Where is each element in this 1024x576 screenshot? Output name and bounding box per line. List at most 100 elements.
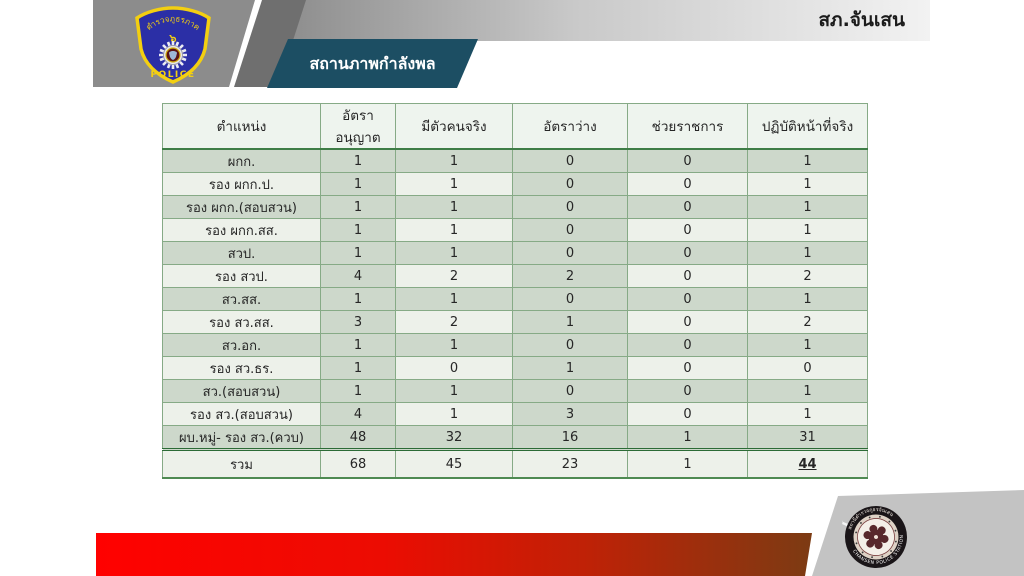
table-row: สว.สส. 1 1 0 0 1 — [162, 287, 868, 311]
header-cell: อัตราว่าง — [512, 103, 628, 150]
value-cell: 0 — [747, 356, 868, 380]
value-cell: 1 — [320, 218, 396, 242]
value-cell: 1 — [320, 333, 396, 357]
value-cell: 1 — [320, 287, 396, 311]
value-cell: 0 — [627, 379, 748, 403]
value-cell: 1 — [395, 241, 513, 265]
value-cell: 1 — [747, 148, 868, 173]
position-cell: รอง สว.ธร. — [162, 356, 321, 380]
value-cell: 1 — [512, 310, 628, 334]
value-cell: 2 — [512, 264, 628, 288]
value-cell: 1 — [747, 195, 868, 219]
header-cell: มีตัวคนจริง — [395, 103, 513, 150]
header-cell: ตำแหน่ง — [162, 103, 321, 150]
value-cell: 0 — [627, 402, 748, 426]
position-cell: รอง สวป. — [162, 264, 321, 288]
value-cell: 0 — [512, 218, 628, 242]
position-cell: สวป. — [162, 241, 321, 265]
table-row: รอง สว.สส. 3 2 1 0 2 — [162, 310, 868, 334]
value-cell: 1 — [512, 356, 628, 380]
station-name: สภ.จันเสน — [818, 9, 905, 31]
total-row: รวม 68 45 23 1 44 — [162, 448, 868, 479]
value-cell: 3 — [320, 310, 396, 334]
value-cell: 0 — [627, 195, 748, 219]
table-row: รอง ผกก.ป. 1 1 0 0 1 — [162, 172, 868, 196]
value-cell: 0 — [627, 218, 748, 242]
value-cell: 4 — [320, 402, 396, 426]
value-cell: 0 — [627, 310, 748, 334]
position-cell: รอง ผกก.(สอบสวน) — [162, 195, 321, 219]
value-cell: 1 — [747, 218, 868, 242]
value-cell: 2 — [747, 264, 868, 288]
value-cell: 1 — [747, 172, 868, 196]
table-row: รอง ผกก.สส. 1 1 0 0 1 — [162, 218, 868, 242]
total-value-cell: 44 — [747, 448, 868, 479]
total-value-cell: 1 — [627, 448, 748, 479]
value-cell: 1 — [747, 287, 868, 311]
table-row: รอง สว.(สอบสวน) 4 1 3 0 1 — [162, 402, 868, 426]
position-cell: สว.(สอบสวน) — [162, 379, 321, 403]
total-value-cell: 23 — [512, 448, 628, 479]
value-cell: 1 — [320, 148, 396, 173]
value-cell: 1 — [747, 241, 868, 265]
value-cell: 1 — [395, 287, 513, 311]
value-cell: 0 — [627, 333, 748, 357]
value-cell: 0 — [627, 287, 748, 311]
table-row: สวป. 1 1 0 0 1 — [162, 241, 868, 265]
table-row: สว.อก. 1 1 0 0 1 — [162, 333, 868, 357]
value-cell: 1 — [395, 218, 513, 242]
position-cell: ผบ.หมู่- รอง สว.(ควบ) — [162, 425, 321, 450]
value-cell: 1 — [395, 148, 513, 173]
value-cell: 0 — [627, 241, 748, 265]
bottom-red-bar — [96, 533, 812, 576]
position-cell: รอง สว.สส. — [162, 310, 321, 334]
value-cell: 0 — [512, 241, 628, 265]
value-cell: 1 — [320, 195, 396, 219]
slide-title-banner: สถานภาพกำลังพล — [267, 39, 478, 88]
badge-police-text: POLICE — [150, 70, 195, 80]
value-cell: 0 — [627, 148, 748, 173]
header-cell: อัตราอนุญาต — [320, 103, 396, 150]
personnel-table: ตำแหน่ง อัตราอนุญาต มีตัวคนจริง อัตราว่าง ช่… — [162, 103, 868, 479]
value-cell: 2 — [395, 310, 513, 334]
table-row: รอง ผกก.(สอบสวน) 1 1 0 0 1 — [162, 195, 868, 219]
value-cell: 0 — [627, 172, 748, 196]
value-cell: 0 — [627, 356, 748, 380]
value-cell: 1 — [395, 195, 513, 219]
position-cell: สว.สส. — [162, 287, 321, 311]
header-cell: ปฏิบัติหน้าที่จริง — [747, 103, 868, 150]
value-cell: 1 — [747, 333, 868, 357]
header-row: ตำแหน่ง อัตราอนุญาต มีตัวคนจริง อัตราว่าง ช่… — [162, 103, 868, 150]
table-row: ผบ.หมู่- รอง สว.(ควบ) 48 32 16 1 31 — [162, 425, 868, 450]
value-cell: 16 — [512, 425, 628, 450]
table-row: ผกก. 1 1 0 0 1 — [162, 148, 868, 173]
value-cell: 4 — [320, 264, 396, 288]
position-cell: รอง สว.(สอบสวน) — [162, 402, 321, 426]
value-cell: 0 — [512, 379, 628, 403]
position-cell: ผกก. — [162, 148, 321, 173]
position-cell: รอง ผกก.สส. — [162, 218, 321, 242]
position-cell: สว.อก. — [162, 333, 321, 357]
value-cell: 0 — [512, 287, 628, 311]
value-cell: 0 — [627, 264, 748, 288]
value-cell: 1 — [747, 379, 868, 403]
table-container: ตำแหน่ง อัตราอนุญาต มีตัวคนจริง อัตราว่าง ช่… — [162, 103, 868, 479]
top-gradient-bar: สภ.จันเสน — [285, 0, 930, 41]
value-cell: 1 — [395, 172, 513, 196]
table-row: รอง สวป. 4 2 2 0 2 — [162, 264, 868, 288]
value-cell: 32 — [395, 425, 513, 450]
badge-star-icon — [159, 41, 187, 69]
value-cell: 0 — [512, 148, 628, 173]
value-cell: 1 — [395, 402, 513, 426]
position-cell: รอง ผกก.ป. — [162, 172, 321, 196]
value-cell: 1 — [747, 402, 868, 426]
total-value-cell: 45 — [395, 448, 513, 479]
total-value-cell: 68 — [320, 448, 396, 479]
police-badge-icon: ตำรวจภูธรภาค ๖ POLICE — [126, 5, 220, 89]
value-cell: 0 — [512, 195, 628, 219]
table-row: รอง สว.ธร. 1 0 1 0 0 — [162, 356, 868, 380]
value-cell: 0 — [512, 172, 628, 196]
value-cell: 1 — [395, 333, 513, 357]
value-cell: 1 — [627, 425, 748, 450]
total-label-cell: รวม — [162, 448, 321, 479]
